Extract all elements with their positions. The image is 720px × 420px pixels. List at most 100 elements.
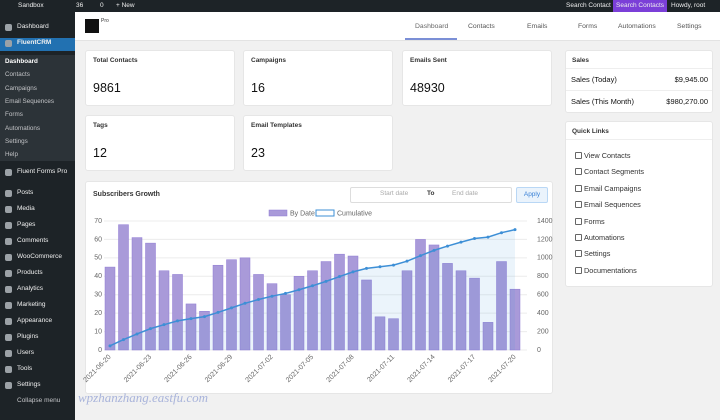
x-tick-label: 2021-07-17 [447, 354, 477, 384]
menu-item[interactable]: Settings [17, 381, 41, 388]
stat-label: Campaigns [251, 57, 287, 64]
menu-item[interactable]: Marketing [17, 301, 46, 308]
cumulative-point [311, 284, 314, 288]
cumulative-point [176, 319, 179, 323]
bar [253, 274, 264, 351]
menu-item[interactable]: FluentCRM [17, 39, 52, 46]
quick-link[interactable]: Settings [584, 249, 611, 259]
x-tick-label: 2021-07-11 [366, 354, 396, 384]
cumulative-point [243, 301, 247, 305]
submenu-item[interactable]: Contacts [5, 71, 30, 79]
cumulative-point [162, 323, 166, 327]
cumulative-point [338, 275, 341, 279]
quick-links-card: Quick Links View Contacts Contact Segments… [565, 121, 713, 287]
date-picker[interactable] [350, 187, 512, 203]
quick-link[interactable]: Contact Segments [584, 167, 645, 177]
menu-item[interactable]: Media [17, 205, 35, 212]
stat-card: Total Contacts 9861 [85, 50, 235, 106]
bar [442, 263, 453, 351]
quick-link[interactable]: View Contacts [584, 151, 631, 160]
menu-icon [5, 318, 12, 325]
x-tick-label: 2021-07-14 [406, 354, 436, 384]
quick-link[interactable]: Email Campaigns [584, 183, 642, 193]
bar [118, 224, 129, 351]
nav-tab[interactable]: Dashboard [415, 23, 449, 30]
cumulative-point [500, 231, 503, 235]
cumulative-point [486, 235, 490, 239]
menu-icon [5, 24, 12, 31]
sales-label: Sales (This Month) [571, 97, 634, 106]
bar [455, 270, 467, 351]
stat-value: 16 [251, 81, 265, 95]
stat-value: 48930 [410, 81, 445, 95]
chart-title: Subscribers Growth [93, 191, 160, 198]
menu-item[interactable]: Appearance [17, 317, 53, 324]
bar [334, 253, 345, 351]
menu-item[interactable]: Dashboard [17, 23, 49, 30]
quick-link[interactable]: Forms [584, 216, 605, 226]
nav-tab[interactable]: Emails [527, 23, 548, 30]
quick-link[interactable]: Automations [584, 233, 625, 242]
end-date[interactable]: End date [452, 190, 479, 197]
submenu-item[interactable]: Campaigns [5, 84, 37, 92]
y2-tick-label: 1200 [537, 236, 553, 243]
submenu-item[interactable]: Email Sequences [5, 97, 55, 105]
menu-item[interactable]: Fluent Forms Pro [17, 168, 68, 175]
site-name[interactable]: Sandbox [18, 2, 44, 9]
link-icon [575, 217, 582, 225]
menu-item[interactable]: Pages [17, 221, 36, 228]
menu-item[interactable]: Comments [17, 237, 49, 244]
submenu-item[interactable]: Automations [5, 124, 41, 132]
nav-tab[interactable]: Settings [677, 23, 702, 30]
nav-active [405, 38, 457, 40]
bar [131, 237, 143, 351]
updates[interactable]: 36 [76, 2, 84, 9]
active-menu [0, 38, 75, 51]
cumulative-point [203, 315, 206, 319]
quick-links-title: Quick Links [572, 128, 609, 135]
menu-item[interactable]: Analytics [17, 285, 44, 292]
comments[interactable]: 0 [100, 2, 104, 9]
bar [482, 322, 494, 351]
admin-bar [0, 0, 720, 12]
cumulative-point [149, 327, 152, 331]
howdy[interactable]: Howdy, root [671, 2, 706, 9]
y-tick-label: 70 [94, 218, 102, 225]
submenu-item[interactable]: Settings [5, 137, 28, 145]
menu-item[interactable]: Products [17, 269, 43, 276]
cumulative-point [473, 237, 476, 241]
menu-item[interactable]: Users [17, 349, 34, 356]
quick-link[interactable]: Documentations [584, 265, 637, 275]
search-contacts[interactable]: Search Contacts [613, 0, 668, 12]
y-tick-label: 10 [94, 328, 102, 335]
bar [320, 261, 332, 351]
cumulative-point [189, 317, 193, 321]
x-tick-label: 2021-07-20 [487, 354, 517, 384]
menu-item[interactable]: WooCommerce [17, 253, 63, 260]
submenu-item[interactable]: Help [5, 151, 18, 159]
bar [374, 316, 386, 351]
collapse-menu[interactable]: Collapse menu [17, 397, 61, 404]
sales-card: Sales Sales (Today) $9,945.00 Sales (This M… [565, 50, 713, 113]
submenu-item[interactable]: Forms [5, 111, 23, 119]
cumulative-point [432, 248, 436, 252]
quick-link[interactable]: Email Sequences [584, 200, 641, 210]
x-tick-label: 2021-06-20 [82, 354, 112, 384]
nav-tab[interactable]: Forms [578, 23, 598, 30]
link-icon [575, 184, 582, 192]
nav-tab[interactable]: Automations [618, 23, 656, 30]
start-date[interactable]: Start date [380, 190, 409, 197]
link-icon [575, 168, 582, 176]
menu-item[interactable]: Plugins [17, 333, 39, 340]
menu-item[interactable]: Posts [17, 189, 34, 196]
submenu-item[interactable]: Dashboard [5, 58, 38, 65]
menu-item[interactable]: Tools [17, 365, 33, 372]
apply-button[interactable]: Apply [516, 187, 548, 203]
y2-tick-label: 400 [537, 310, 549, 317]
nav-tab[interactable]: Contacts [468, 23, 495, 30]
new-button[interactable]: + New [116, 2, 135, 9]
search-contact[interactable]: Search Contact [566, 2, 611, 9]
menu-icon [5, 222, 12, 229]
top-nav [75, 12, 720, 41]
